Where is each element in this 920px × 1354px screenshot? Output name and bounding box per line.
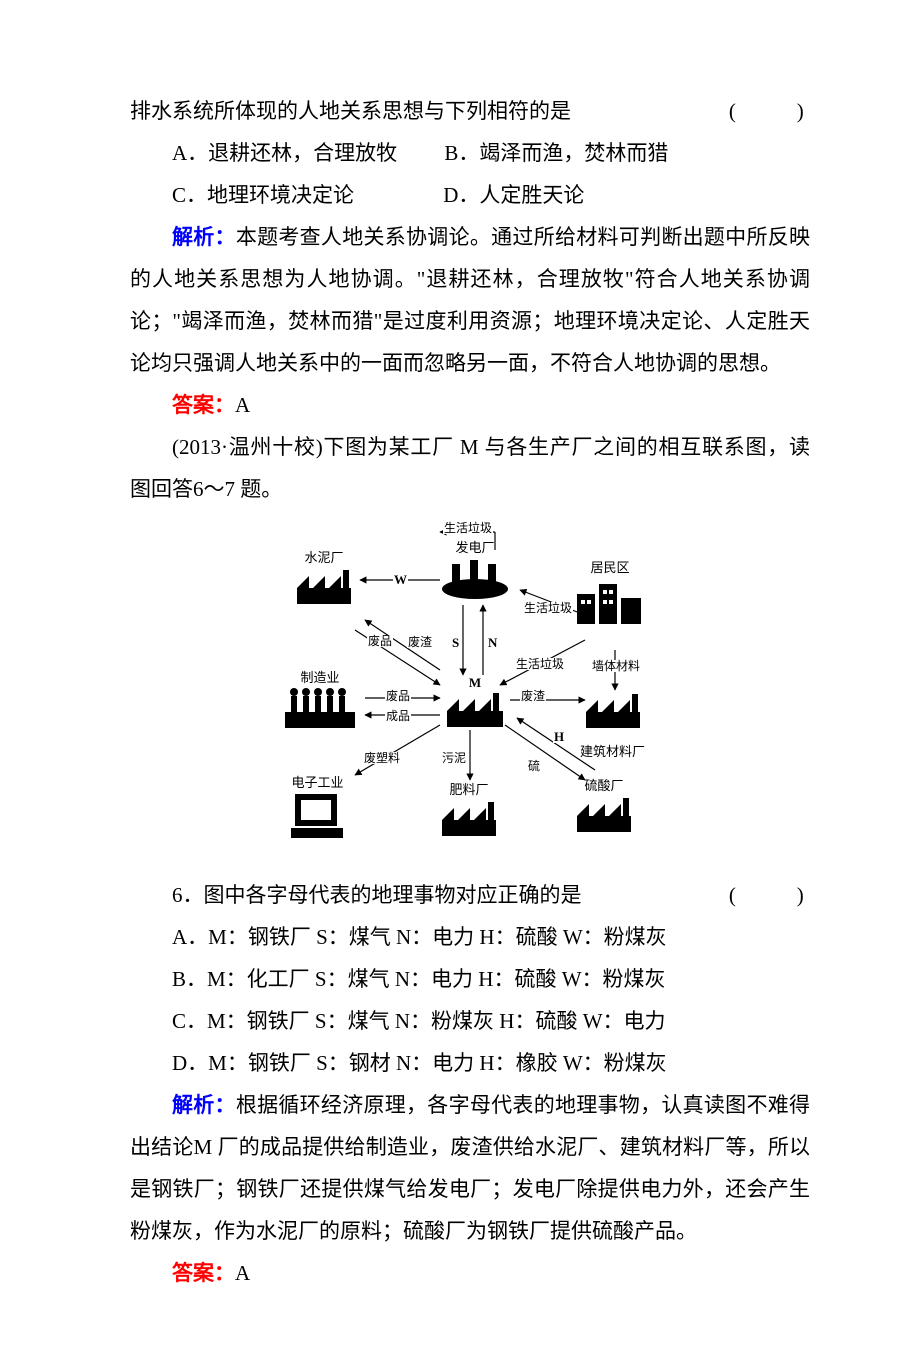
node-m-label: M [445, 675, 505, 691]
q5-paren: ( ) [729, 90, 810, 132]
edge-W: W [393, 573, 408, 586]
node-fert: 肥料厂 [440, 782, 498, 852]
q5-answer: 答案：A [130, 384, 810, 426]
q6-optB: B．M：化工厂 S：煤气 N：电力 H：硫酸 W：粉煤灰 [130, 958, 810, 1000]
factory-icon [440, 798, 498, 838]
q6-answer-label: 答案： [172, 1261, 235, 1285]
q5-stem: 排水系统所体现的人地关系思想与下列相符的是 ( ) [130, 90, 810, 132]
q6-optC: C．M：钢铁厂 S：煤气 N：粉煤灰 H：硫酸 W：电力 [130, 1000, 810, 1042]
q6-optD: D．M：钢铁厂 S：钢材 N：电力 H：橡胶 W：粉煤灰 [130, 1042, 810, 1084]
q6-explain: 解析：根据循环经济原理，各字母代表的地理事物，认真读图不难得出结论M 厂的成品提… [130, 1084, 810, 1252]
q5-optD: D．人定胜天论 [443, 183, 584, 207]
node-power: 发电厂 [440, 540, 510, 615]
edge-product: 成品 [385, 710, 411, 722]
q5-explain: 解析：本题考查人地关系协调论。通过所给材料可判断出题中所反映的人地关系思想为人地… [130, 216, 810, 384]
q5-explain-label: 解析： [172, 225, 236, 249]
edge-S: S [451, 636, 460, 649]
node-m: M [445, 675, 505, 743]
q5-optB: B．竭泽而渔，焚林而猎 [444, 141, 668, 165]
q5-options-row2: C．地理环境决定论 D．人定胜天论 [130, 174, 810, 216]
factory-diagram: 水泥厂 发电厂 居民区 制造业 M 建筑材料厂 [265, 520, 675, 850]
computer-icon [290, 791, 345, 841]
q6-answer-value: A [235, 1261, 250, 1285]
edge-N: N [487, 636, 498, 649]
factory-icon [584, 690, 642, 730]
q5-answer-label: 答案： [172, 393, 235, 417]
edge-garbage-right: 生活垃圾 [523, 602, 573, 614]
node-building: 建筑材料厂 [580, 690, 645, 760]
edge-sludge: 污泥 [441, 752, 467, 764]
edge-garbage-top: 生活垃圾 [443, 522, 493, 534]
edge-sulfur: 硫 [527, 760, 541, 772]
edge-residue2: 废渣 [520, 690, 546, 702]
node-manuf: 制造业 [285, 670, 355, 745]
node-fert-label: 肥料厂 [440, 782, 498, 798]
edge-wall: 墙体材料 [591, 660, 641, 672]
node-cement-label: 水泥厂 [295, 550, 353, 566]
edge-residue1: 废渣 [407, 636, 433, 648]
node-power-label: 发电厂 [440, 540, 510, 556]
q6-optA: A．M：钢铁厂 S：煤气 N：电力 H：硫酸 W：粉煤灰 [130, 916, 810, 958]
factory-icon [575, 794, 633, 834]
edge-plastic: 废塑料 [363, 752, 401, 764]
q6-paren: ( ) [687, 874, 810, 916]
factory-icon [295, 566, 353, 606]
node-elec-label: 电子工业 [290, 775, 345, 791]
node-sulf-label: 硫酸厂 [575, 778, 633, 794]
edge-scrap2: 废品 [385, 690, 411, 702]
edge-garbage-mid: 生活垃圾 [515, 658, 565, 670]
manufacturing-icon [285, 686, 355, 731]
powerplant-icon [440, 556, 510, 601]
q5-answer-value: A [235, 393, 250, 417]
node-sulf: 硫酸厂 [575, 778, 633, 848]
q5-options-row1: A．退耕还林，合理放牧 B．竭泽而渔，焚林而猎 [130, 132, 810, 174]
node-manuf-label: 制造业 [285, 670, 355, 686]
factory-icon [445, 691, 505, 729]
diagram-wrapper: 水泥厂 发电厂 居民区 制造业 M 建筑材料厂 [130, 520, 810, 864]
q6-intro: (2013·温州十校)下图为某工厂 M 与各生产厂之间的相互联系图，读图回答6～… [130, 426, 810, 510]
q6-stem: 6．图中各字母代表的地理事物对应正确的是 ( ) [130, 874, 810, 916]
edge-H: H [553, 730, 565, 743]
node-cement: 水泥厂 [295, 550, 353, 620]
q6-stem-text: 6．图中各字母代表的地理事物对应正确的是 [172, 883, 582, 907]
q6-answer: 答案：A [130, 1252, 810, 1294]
node-building-label: 建筑材料厂 [580, 744, 645, 760]
q5-stem-text: 排水系统所体现的人地关系思想与下列相符的是 [130, 99, 571, 123]
node-resident: 居民区 [575, 560, 645, 640]
edge-scrap1: 废品 [367, 635, 393, 647]
q6-explain-label: 解析： [172, 1093, 236, 1117]
buildings-icon [575, 576, 645, 626]
q5-optC: C．地理环境决定论 [172, 183, 354, 207]
node-resident-label: 居民区 [575, 560, 645, 576]
node-elec: 电子工业 [290, 775, 345, 855]
q5-optA: A．退耕还林，合理放牧 [172, 141, 397, 165]
